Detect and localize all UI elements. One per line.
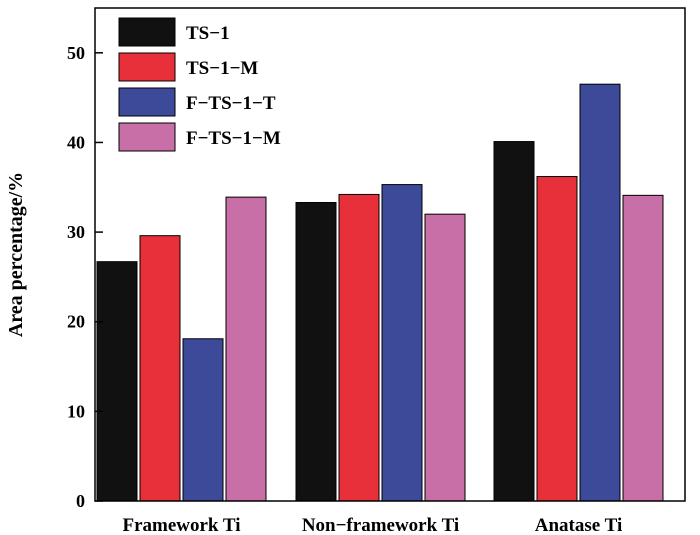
- y-tick-label: 30: [67, 222, 85, 242]
- y-axis-title: Area percentage/%: [5, 172, 27, 337]
- bar-4-3: [622, 194, 664, 502]
- bar-1-1: [96, 261, 138, 502]
- bars-group: [96, 83, 664, 502]
- bar-1-2: [295, 202, 337, 502]
- bar-3-1: [182, 338, 224, 502]
- legend-swatch: [118, 17, 176, 47]
- legend-label: TS−1−M: [186, 58, 258, 79]
- x-category-label: Framework Ti: [122, 515, 240, 535]
- x-category-label: Non−framework Ti: [302, 515, 459, 535]
- bar-3-2: [381, 184, 423, 502]
- legend-swatch: [118, 122, 176, 152]
- bar-4-1: [225, 196, 267, 502]
- legend-swatch: [118, 87, 176, 117]
- y-axis: 0 10 20 30 40 50: [67, 43, 103, 511]
- bar-3-3: [579, 83, 621, 502]
- bar-2-1: [139, 235, 181, 502]
- bar-1-3: [493, 141, 535, 502]
- y-tick-label: 50: [67, 43, 85, 63]
- y-tick-label: 40: [67, 132, 85, 152]
- legend-swatch: [118, 52, 176, 82]
- y-tick-label: 20: [67, 312, 85, 332]
- legend: TS−1 TS−1−M F−TS−1−T F−TS−1−M: [118, 17, 281, 152]
- legend-label: TS−1: [186, 23, 230, 44]
- x-category-label: Anatase Ti: [535, 515, 622, 535]
- y-tick-label: 10: [67, 401, 85, 421]
- legend-label: F−TS−1−M: [186, 128, 281, 149]
- x-axis: Framework Ti Non−framework Ti Anatase Ti: [122, 515, 622, 535]
- bar-4-2: [424, 213, 466, 502]
- bar-2-3: [536, 176, 578, 502]
- bar-2-2: [338, 193, 380, 502]
- plot-frame: [94, 7, 686, 502]
- legend-label: F−TS−1−T: [186, 93, 276, 114]
- y-tick-label: 0: [76, 491, 85, 511]
